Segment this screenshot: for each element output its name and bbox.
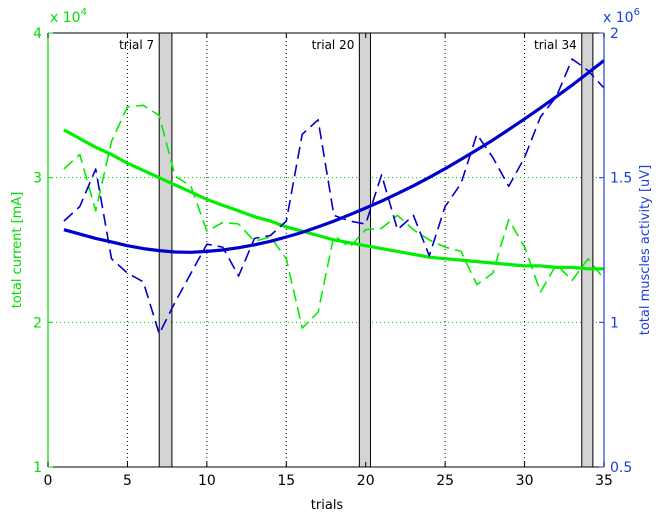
y-left-tick-label: 1: [33, 460, 42, 476]
series-layer: [63, 58, 605, 335]
highlight-label: trial 20: [312, 38, 355, 52]
x-tick-label: 35: [595, 473, 613, 489]
y-right-tick-label: 0.5: [610, 460, 632, 476]
x-tick-label: 0: [44, 473, 53, 489]
x-tick-label: 10: [198, 473, 216, 489]
x-tick-label: 30: [516, 473, 534, 489]
y-right-tick-label: 1: [610, 315, 619, 331]
y-left-tick-label: 3: [33, 171, 42, 187]
plot-area: [48, 33, 604, 467]
x-tick-label: 15: [277, 473, 295, 489]
highlight-band: [358, 32, 371, 468]
highlight-label: trial 7: [119, 38, 154, 52]
current-dashed-line: [63, 104, 605, 329]
y-right-tick-label: 2: [610, 26, 619, 42]
current-solid-line: [63, 128, 604, 271]
exponent-right-label: x 106: [603, 7, 640, 26]
x-tick-label: 25: [436, 473, 454, 489]
y-right-tick-label: 1.5: [610, 171, 632, 187]
x-tick-label: 20: [357, 473, 375, 489]
x-tick-label: 5: [123, 473, 132, 489]
activity-solid-line: [63, 59, 605, 254]
highlight-label: trial 34: [534, 38, 577, 52]
x-axis-title: trials: [311, 498, 344, 513]
y-axis-right-title: total muscles activity [uV]: [638, 165, 653, 336]
exponent-left-label: x 104: [50, 7, 87, 26]
axis-layer: 0 5 10 15 20 25 30 35 1 2 3 4 0.5 1 1.5 2: [33, 26, 632, 489]
highlight-band: [581, 32, 594, 468]
y-axis-left-title: total current [mA]: [10, 192, 25, 309]
y-left-tick-label: 2: [33, 315, 42, 331]
y-left-tick-label: 4: [33, 26, 42, 42]
